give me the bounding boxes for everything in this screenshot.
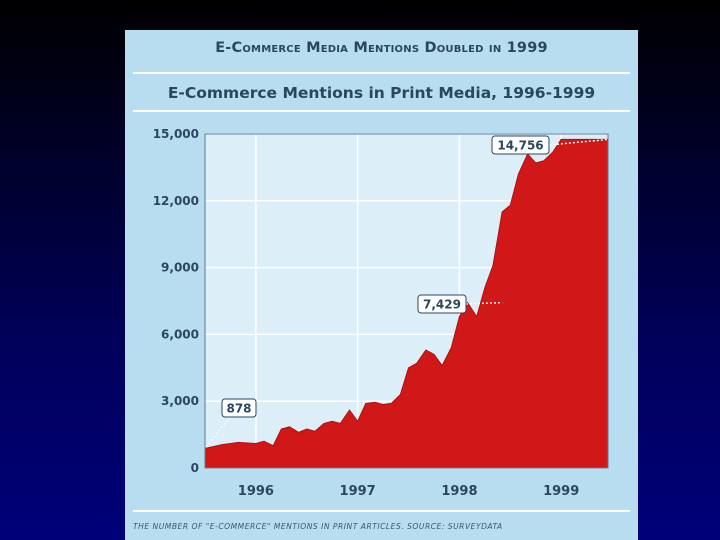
y-tick-label: 12,000 xyxy=(153,194,199,208)
callout-box xyxy=(491,135,550,155)
callout-box xyxy=(221,398,257,418)
area-series xyxy=(204,138,609,469)
y-tick-label: 15,000 xyxy=(153,127,199,141)
headline-divider xyxy=(133,72,630,74)
callout-box xyxy=(417,294,467,314)
callout-leader xyxy=(204,416,231,449)
y-tick-label: 9,000 xyxy=(161,261,199,275)
x-tick-label: 1999 xyxy=(543,484,579,499)
y-tick-label: 0 xyxy=(191,461,199,475)
chart-source-note: The number of "e-commerce" mentions in p… xyxy=(133,522,503,531)
y-tick-label: 3,000 xyxy=(161,394,199,408)
x-tick-label: 1998 xyxy=(441,484,477,499)
callout-label: 878 xyxy=(226,402,251,416)
callout-leader xyxy=(548,138,609,146)
chart-headline: E-Commerce Media Mentions Doubled in 199… xyxy=(215,40,548,56)
footer-divider xyxy=(133,510,630,512)
plot-frame xyxy=(204,133,609,469)
callout-label: 14,756 xyxy=(497,139,543,153)
x-tick-label: 1996 xyxy=(238,484,274,499)
chart-title: E-Commerce Mentions in Print Media, 1996… xyxy=(167,84,596,102)
y-tick-label: 6,000 xyxy=(161,327,199,341)
title-divider xyxy=(133,110,630,112)
callout-label: 7,429 xyxy=(423,298,461,312)
area-chart: 0 3,000 6,000 9,000 12,000 15,000 1996 1997 1998… xyxy=(153,127,609,499)
x-tick-label: 1997 xyxy=(340,484,376,499)
